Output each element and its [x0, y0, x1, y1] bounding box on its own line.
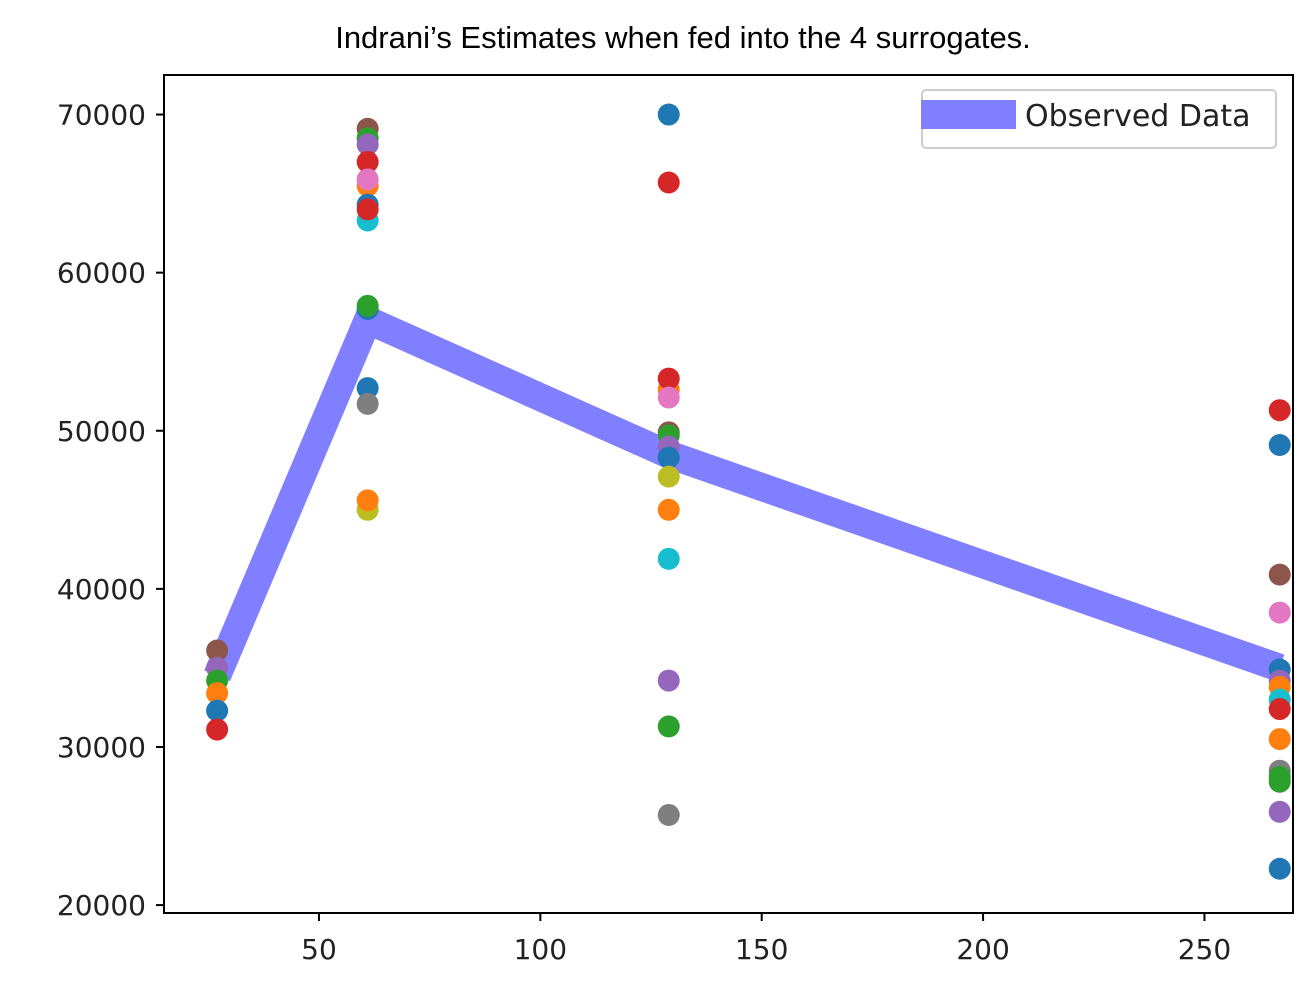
- scatter-point: [657, 386, 680, 409]
- scatter-point: [657, 498, 680, 521]
- scatter-point: [356, 198, 379, 221]
- scatter-point: [1268, 728, 1291, 751]
- x-tick-label: 250: [1178, 933, 1231, 966]
- scatter-point: [356, 294, 379, 317]
- scatter-point: [657, 446, 680, 469]
- scatter-point: [206, 682, 229, 705]
- scatter-point: [657, 465, 680, 488]
- observed-data-line: [204, 301, 1285, 682]
- scatter-point: [356, 489, 379, 512]
- scatter-point: [206, 639, 229, 662]
- x-tick-label: 200: [956, 933, 1009, 966]
- scatter-point: [1268, 433, 1291, 456]
- scatter-point: [356, 377, 379, 400]
- x-tick-label: 150: [735, 933, 788, 966]
- y-tick-label: 20000: [57, 889, 146, 922]
- x-tick-label: 50: [301, 933, 337, 966]
- x-axis: 50 100 150 200 250: [301, 913, 1231, 966]
- legend-label: Observed Data: [1025, 99, 1251, 134]
- scatter-point: [1268, 857, 1291, 880]
- scatter-point: [356, 392, 379, 415]
- scatter-point: [1268, 399, 1291, 422]
- scatter-point: [356, 133, 379, 156]
- scatter-point: [1268, 563, 1291, 586]
- legend: Observed Data: [921, 89, 1277, 149]
- scatter-point: [657, 367, 680, 390]
- y-tick-label: 50000: [57, 415, 146, 448]
- scatter-point: [1268, 770, 1291, 793]
- scatter-point: [206, 718, 229, 741]
- scatter-point: [1268, 698, 1291, 721]
- y-axis: 20000 30000 40000 50000 60000 70000: [57, 99, 164, 922]
- plot-area: [164, 75, 1293, 913]
- legend-swatch: [921, 100, 1016, 129]
- scatter-point: [356, 150, 379, 173]
- scatter-point: [657, 171, 680, 194]
- y-tick-label: 60000: [57, 257, 146, 290]
- scatter-point: [356, 168, 379, 191]
- x-tick-label: 100: [514, 933, 567, 966]
- y-tick-label: 30000: [57, 731, 146, 764]
- scatter-point: [206, 699, 229, 722]
- y-tick-label: 40000: [57, 573, 146, 606]
- scatter-point: [657, 669, 680, 692]
- scatter-point: [657, 715, 680, 738]
- observed-data-series: [204, 301, 1285, 682]
- plot-frame: [163, 74, 1294, 914]
- scatter-point: [1268, 601, 1291, 624]
- y-tick-label: 70000: [57, 99, 146, 132]
- scatter-point: [657, 547, 680, 570]
- scatter-point: [657, 803, 680, 826]
- scatter-points: [206, 103, 1291, 880]
- chart-title: Indrani’s Estimates when fed into the 4 …: [335, 20, 1031, 55]
- scatter-point: [1268, 800, 1291, 823]
- scatter-point: [657, 103, 680, 126]
